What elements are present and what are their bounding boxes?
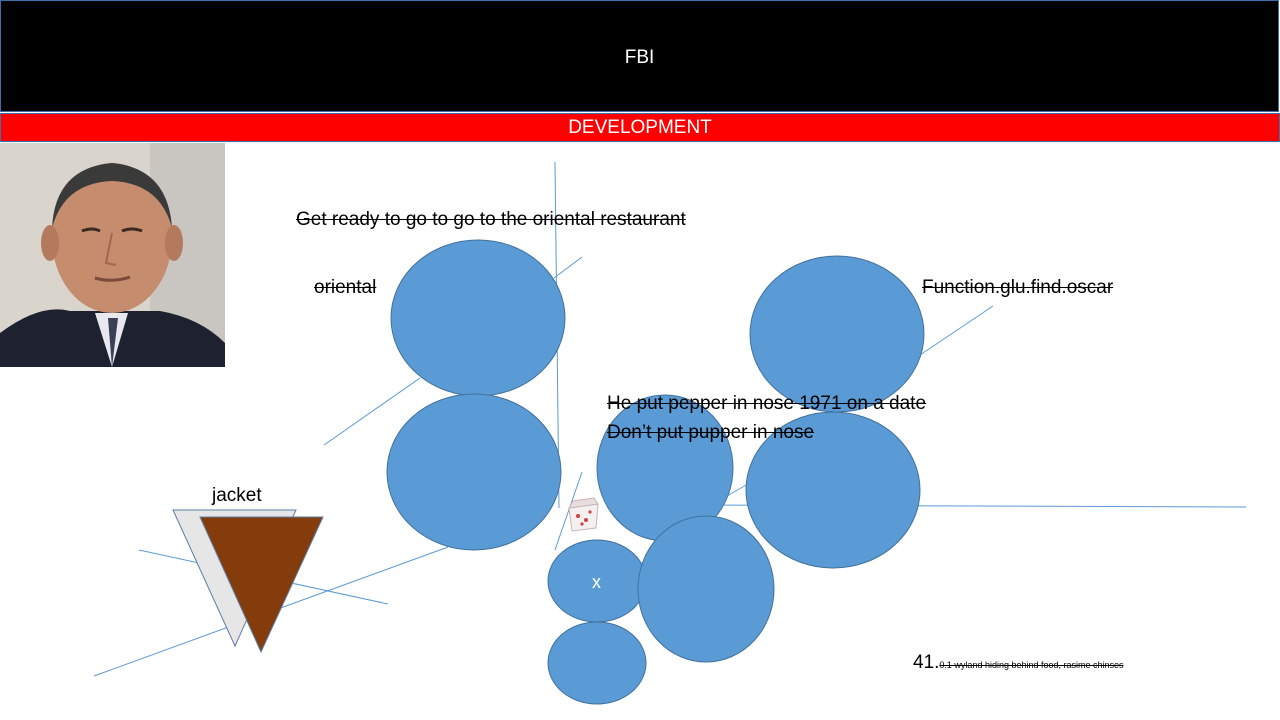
band-title: DEVELOPMENT [568,117,712,138]
footnote-text: 0.1 wyland hiding behind food, rasime ch… [939,660,1124,670]
photo-tie [108,318,118,367]
line-right-diagonal [919,305,994,356]
photo-mouth [94,275,131,282]
circle-bottom-mid[interactable] [637,515,775,663]
circle-right-lower[interactable] [745,411,921,569]
portrait-photo [0,143,225,367]
restaurant-text: Get ready to go to go to the oriental re… [296,209,686,230]
takeout-box-icon [568,497,599,532]
circle-left-lower[interactable] [386,393,562,551]
footnote: 41.0.1 wyland hiding behind food, rasime… [913,652,1124,676]
line-short-upper [553,256,583,279]
photo-ear-left [41,225,59,261]
line-left-diagonal [323,377,421,446]
photo-eye-right [121,227,143,233]
pepper-text-2: Don’t put pupper in nose [607,422,815,443]
development-band: DEVELOPMENT [0,113,1280,142]
photo-ear-right [165,225,183,261]
photo-nose [104,232,117,266]
pepper-text-1: He put pepper in nose 1971 on a date [607,393,927,414]
header-bar: FBI [0,0,1279,112]
footnote-number: 41. [913,652,940,673]
photo-eye-left [81,227,101,233]
circle-function[interactable] [749,255,925,413]
photo-hair [52,163,172,228]
jacket-label: jacket [212,485,262,506]
circle-oriental[interactable] [390,239,566,397]
brown-triangle[interactable] [199,516,324,654]
circle-x-label: x [592,572,601,592]
circle-bottom-small[interactable] [547,621,647,705]
oriental-text: oriental [314,277,377,298]
header-title: FBI [624,47,655,68]
line-mid-short [554,471,583,551]
function-text: Function.glu.find.oscar [922,277,1114,298]
